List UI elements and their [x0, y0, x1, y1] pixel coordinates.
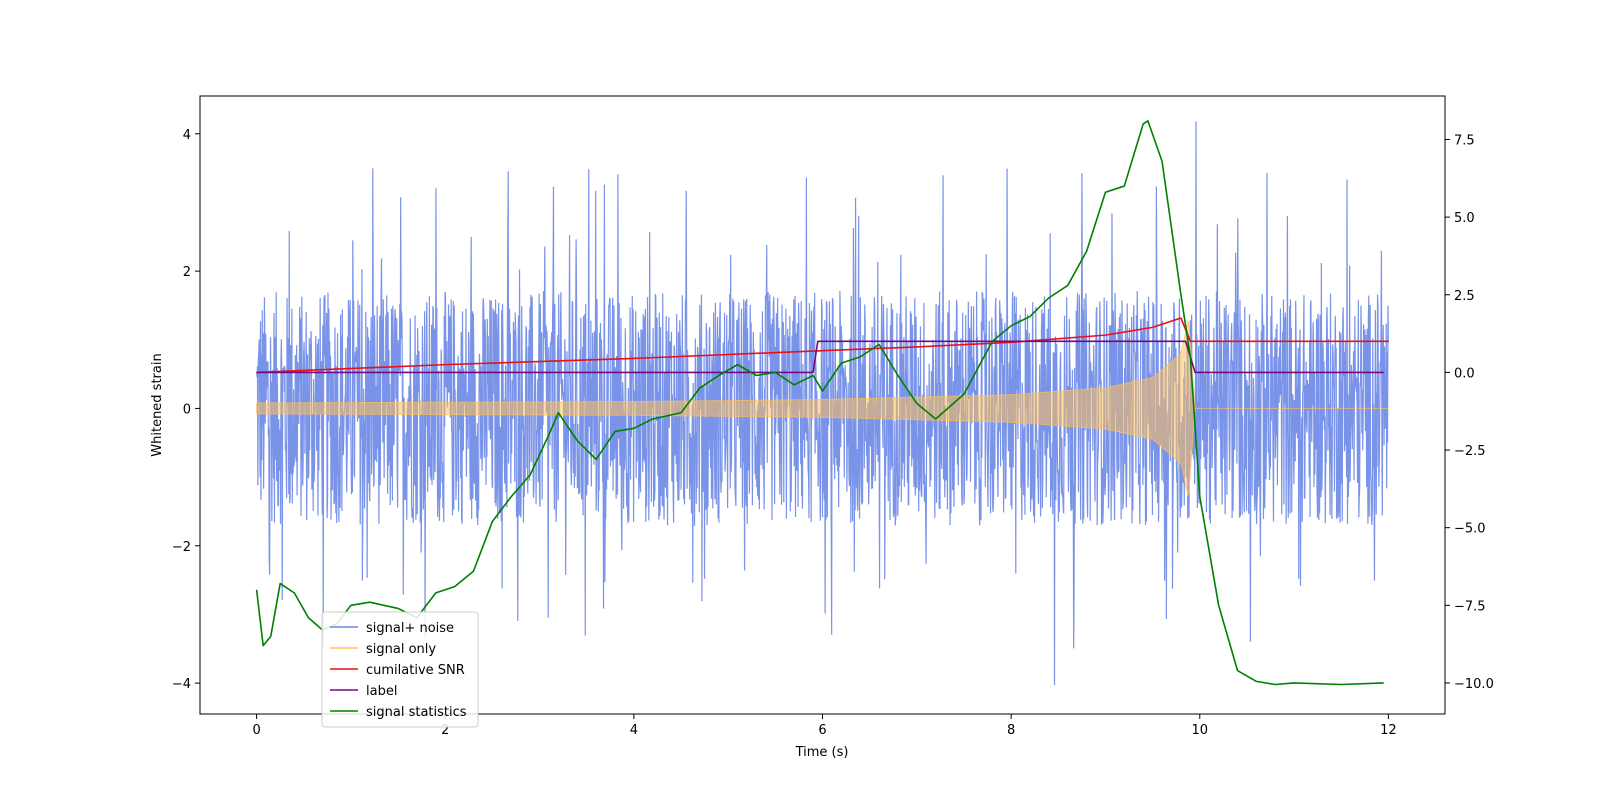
- legend-label: signal+ noise: [366, 621, 454, 636]
- y-axis-right: −10.0 −7.5 −5.0 −2.5 0.0 2.5 5.0 7.5: [1445, 133, 1494, 692]
- legend-label: signal statistics: [366, 705, 467, 720]
- y2-tick-label: −2.5: [1454, 444, 1486, 459]
- y2-tick-label: −7.5: [1454, 599, 1486, 614]
- y-tick-label: −2: [172, 540, 191, 555]
- y-tick-label: 2: [183, 265, 191, 280]
- y-tick-label: −4: [172, 677, 191, 692]
- x-tick-label: 12: [1380, 723, 1397, 738]
- legend-label: label: [366, 684, 397, 699]
- plot-area: [255, 120, 1390, 686]
- legend-item: cumilative SNR: [330, 663, 465, 678]
- y-axis-label: Whitened strain: [150, 353, 165, 456]
- x-tick-label: 0: [252, 723, 260, 738]
- y-tick-label: 4: [183, 128, 191, 143]
- x-tick-label: 6: [818, 723, 826, 738]
- legend-item: signal statistics: [330, 705, 467, 720]
- x-tick-label: 2: [441, 723, 449, 738]
- legend: signal+ noise signal only cumilative SNR la…: [321, 611, 479, 728]
- legend-item: label: [330, 684, 397, 699]
- y2-tick-label: 7.5: [1454, 133, 1475, 148]
- legend-label: signal only: [366, 642, 436, 657]
- legend-item: signal+ noise: [330, 621, 454, 636]
- x-tick-label: 8: [1007, 723, 1015, 738]
- y-axis-left: −4 −2 0 2 4: [172, 128, 200, 692]
- x-tick-label: 10: [1191, 723, 1208, 738]
- series-signal-only: [256, 320, 1389, 497]
- y-tick-label: 0: [183, 402, 191, 417]
- x-axis: 0 2 4 6 8 10 12: [252, 714, 1397, 738]
- y2-tick-label: 0.0: [1454, 366, 1475, 381]
- series-cumulative-snr: [256, 317, 1389, 374]
- y2-tick-label: −5.0: [1454, 522, 1486, 537]
- y2-tick-label: 2.5: [1454, 289, 1475, 304]
- series-signal-statistics: [255, 120, 1384, 686]
- y2-tick-label: 5.0: [1454, 211, 1475, 226]
- series-label: [256, 340, 1384, 374]
- legend-box: [321, 611, 479, 728]
- legend-item: signal only: [330, 642, 436, 657]
- legend-label: cumilative SNR: [366, 663, 465, 678]
- x-tick-label: 4: [630, 723, 638, 738]
- y2-tick-label: −10.0: [1454, 677, 1494, 692]
- x-axis-label: Time (s): [795, 745, 849, 760]
